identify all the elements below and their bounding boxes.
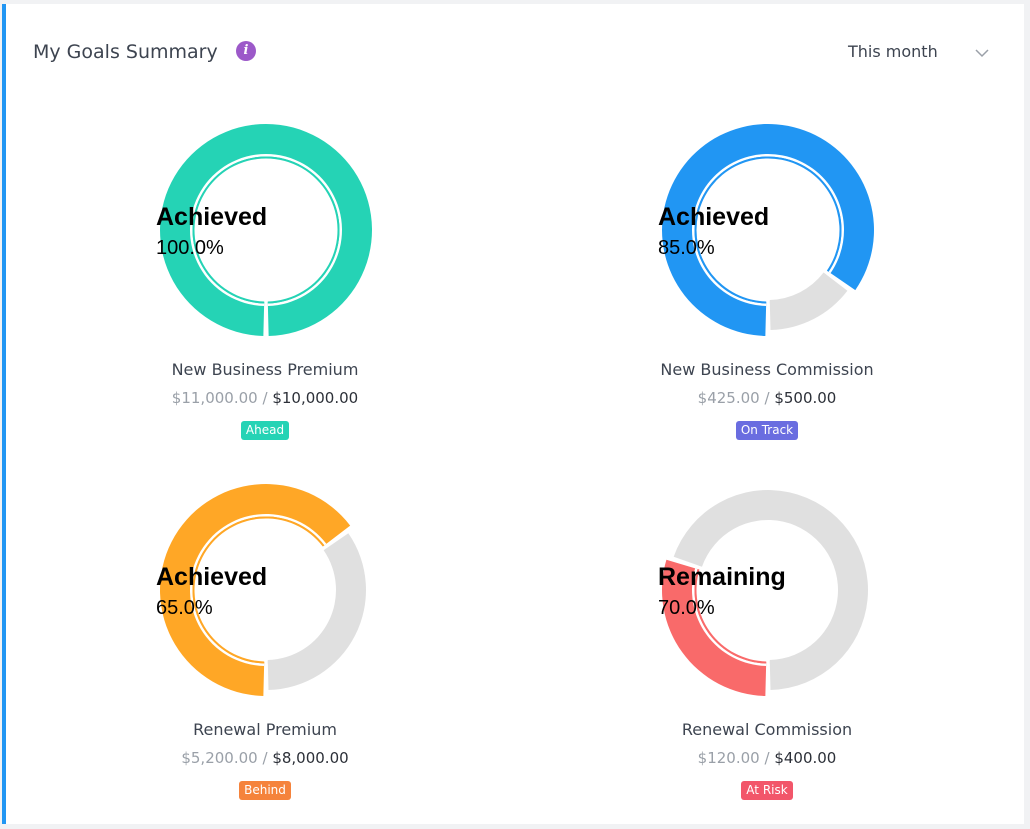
goal-actual: $5,200.00 [181,749,258,767]
donut-chart: Achieved 100.0% [156,120,376,340]
donut-percent: 85.0% [658,237,715,259]
donut-inner-track [267,548,340,664]
donut-chart: Achieved 85.0% [658,120,878,340]
donut-value-slice [160,484,351,696]
donut-status-label: Achieved [156,203,268,231]
badge-wrap: Ahead [100,421,430,440]
goal-actual: $120.00 [697,749,760,767]
goal-amounts: $11,000.00 / $10,000.00 [100,389,430,407]
donut-percent: 100.0% [156,237,224,259]
status-badge: On Track [735,421,799,440]
amount-separator: / [764,749,770,767]
goal-name: Renewal Commission [681,720,853,739]
chevron-down-icon[interactable] [972,42,992,62]
goal-amounts: $5,200.00 / $8,000.00 [100,749,430,767]
donut-percent: 65.0% [156,597,213,619]
amount-separator: / [262,749,268,767]
donut-track [769,272,848,330]
badge-wrap: At Risk [602,781,932,800]
goal-target: $500.00 [774,389,837,407]
goal-name: Renewal Premium [193,720,337,739]
amount-separator: / [764,389,770,407]
goal-target: $400.00 [774,749,837,767]
donut-status-label: Achieved [658,203,770,231]
goal-amounts: $425.00 / $500.00 [602,389,932,407]
goal-name: New Business Commission [660,360,874,379]
donut-track [267,533,366,690]
status-badge: Behind [239,781,291,800]
badge-wrap: Behind [100,781,430,800]
amount-separator: / [262,389,268,407]
goal-name: New Business Premium [171,360,359,379]
info-icon[interactable]: i [236,41,256,61]
goal-actual: $425.00 [697,389,760,407]
donut-status-label: Remaining [658,563,786,591]
status-badge: Ahead [240,421,290,440]
goal-amounts: $120.00 / $400.00 [602,749,932,767]
goal-actual: $11,000.00 [171,389,258,407]
page-title: My Goals Summary [33,41,218,63]
goals-summary-card: My Goals Summary i This month Achieved 1… [2,4,1024,824]
donut-status-label: Achieved [156,563,268,591]
badge-wrap: On Track [602,421,932,440]
donut-chart: Achieved 65.0% [156,480,376,700]
goal-target: $10,000.00 [272,389,359,407]
donut-percent: 70.0% [658,597,715,619]
period-select[interactable]: This month [848,42,938,61]
donut-chart: Remaining 70.0% [658,480,878,700]
goal-target: $8,000.00 [272,749,349,767]
donut-value-slice [662,559,767,696]
status-badge: At Risk [741,781,793,800]
